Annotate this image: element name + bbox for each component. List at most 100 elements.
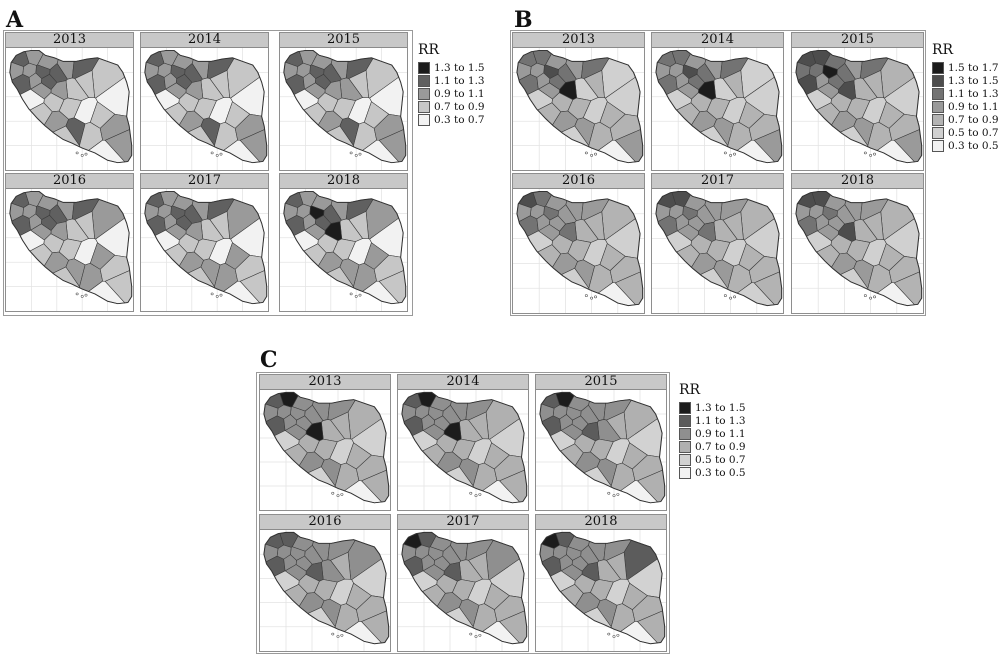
legend-label: 0.3 to 0.7	[434, 113, 485, 126]
legend-entry: 1.3 to 1.5	[679, 401, 746, 414]
country-outline	[539, 531, 666, 645]
legend-swatch	[679, 414, 691, 427]
year-label: 2018	[792, 174, 923, 189]
map-panel: 2015	[791, 32, 924, 171]
year-label: 2014	[652, 33, 783, 48]
choropleth-svg	[513, 189, 644, 313]
island	[607, 632, 611, 636]
island	[349, 292, 353, 296]
year-label: 2013	[260, 375, 390, 390]
legend-entry: 0.7 to 0.9	[679, 440, 746, 453]
island	[80, 154, 84, 157]
province-map	[513, 48, 644, 170]
legend-label: 0.7 to 0.9	[948, 113, 999, 126]
year-label: 2016	[513, 174, 644, 189]
group-c-letter: C	[260, 347, 278, 373]
legend-entries: 1.3 to 1.5 1.1 to 1.3 0.9 to 1.1 0.7 to 0.9…	[679, 401, 746, 479]
map-panel: 2013	[512, 32, 645, 171]
choropleth-svg	[260, 530, 390, 651]
island	[340, 493, 344, 496]
province-map	[280, 48, 407, 170]
map-panel: 2016	[259, 514, 391, 652]
province-map	[260, 530, 390, 651]
island	[478, 493, 482, 496]
legend-label: 1.1 to 1.3	[948, 87, 999, 100]
island	[354, 295, 358, 298]
country-outline	[9, 190, 133, 305]
island	[469, 491, 473, 495]
legend-label: 0.7 to 0.9	[434, 100, 485, 113]
year-label: 2015	[792, 33, 923, 48]
legend-swatch	[418, 74, 430, 87]
legend-swatch	[932, 87, 944, 100]
year-label: 2015	[536, 375, 666, 390]
choropleth-svg	[280, 48, 407, 170]
island	[349, 151, 353, 155]
legend-title: RR	[679, 382, 701, 398]
legend-label: 0.9 to 1.1	[695, 427, 746, 440]
legend-label: 1.5 to 1.7	[948, 61, 999, 74]
legend-entry: 0.3 to 0.7	[418, 113, 485, 126]
year-label: 2013	[513, 33, 644, 48]
island	[594, 152, 597, 156]
legend-label: 0.3 to 0.5	[948, 139, 999, 152]
map-panel: 2016	[512, 173, 645, 314]
island	[729, 154, 733, 157]
legend-label: 0.3 to 0.5	[695, 466, 746, 479]
legend-swatch	[679, 427, 691, 440]
year-label: 2015	[280, 33, 407, 48]
legend-label: 0.9 to 1.1	[948, 100, 999, 113]
legend-entry: 1.3 to 1.5	[932, 74, 999, 87]
legend-label: 1.3 to 1.5	[695, 401, 746, 414]
province-map	[792, 189, 923, 313]
legend-swatch	[418, 61, 430, 74]
choropleth-svg	[536, 530, 666, 651]
legend-swatch	[932, 139, 944, 152]
country-outline	[144, 190, 268, 305]
year-label: 2014	[141, 33, 268, 48]
island	[469, 632, 473, 636]
province-map	[6, 189, 133, 311]
legend-entry: 0.7 to 0.9	[932, 113, 999, 126]
country-outline	[795, 49, 923, 164]
legend-entry: 1.1 to 1.3	[679, 414, 746, 427]
island	[474, 494, 478, 497]
legend-entry: 1.1 to 1.3	[418, 74, 485, 87]
choropleth-svg	[260, 390, 390, 510]
island	[219, 293, 223, 297]
group-a-letter: A	[6, 7, 24, 33]
province-map	[6, 48, 133, 170]
map-panel: 2014	[140, 32, 269, 171]
country-outline	[655, 190, 783, 307]
island	[863, 294, 867, 298]
legend-swatch	[418, 113, 430, 126]
legend-entry: 0.9 to 1.1	[418, 87, 485, 100]
legend-swatch	[932, 113, 944, 126]
map-panel: 2018	[791, 173, 924, 314]
island	[75, 292, 79, 296]
island	[616, 633, 620, 637]
year-label: 2016	[6, 174, 133, 189]
island	[590, 296, 594, 300]
map-panel: 2015	[535, 374, 667, 511]
country-outline	[9, 49, 133, 164]
island	[478, 633, 482, 637]
province-map	[536, 390, 666, 510]
province-map	[536, 530, 666, 651]
island	[873, 295, 876, 299]
island	[584, 151, 588, 155]
island	[210, 292, 214, 296]
legend-entry: 1.3 to 1.5	[418, 61, 485, 74]
province-map	[513, 189, 644, 313]
country-outline	[655, 49, 783, 164]
island	[873, 152, 876, 156]
choropleth-svg	[792, 189, 923, 313]
island	[863, 151, 867, 155]
choropleth-svg	[141, 48, 268, 170]
country-outline	[283, 49, 407, 164]
legend-entry: 0.3 to 0.5	[932, 139, 999, 152]
choropleth-svg	[6, 189, 133, 311]
year-label: 2017	[398, 515, 528, 530]
legend-swatch	[932, 100, 944, 113]
island	[723, 151, 727, 155]
